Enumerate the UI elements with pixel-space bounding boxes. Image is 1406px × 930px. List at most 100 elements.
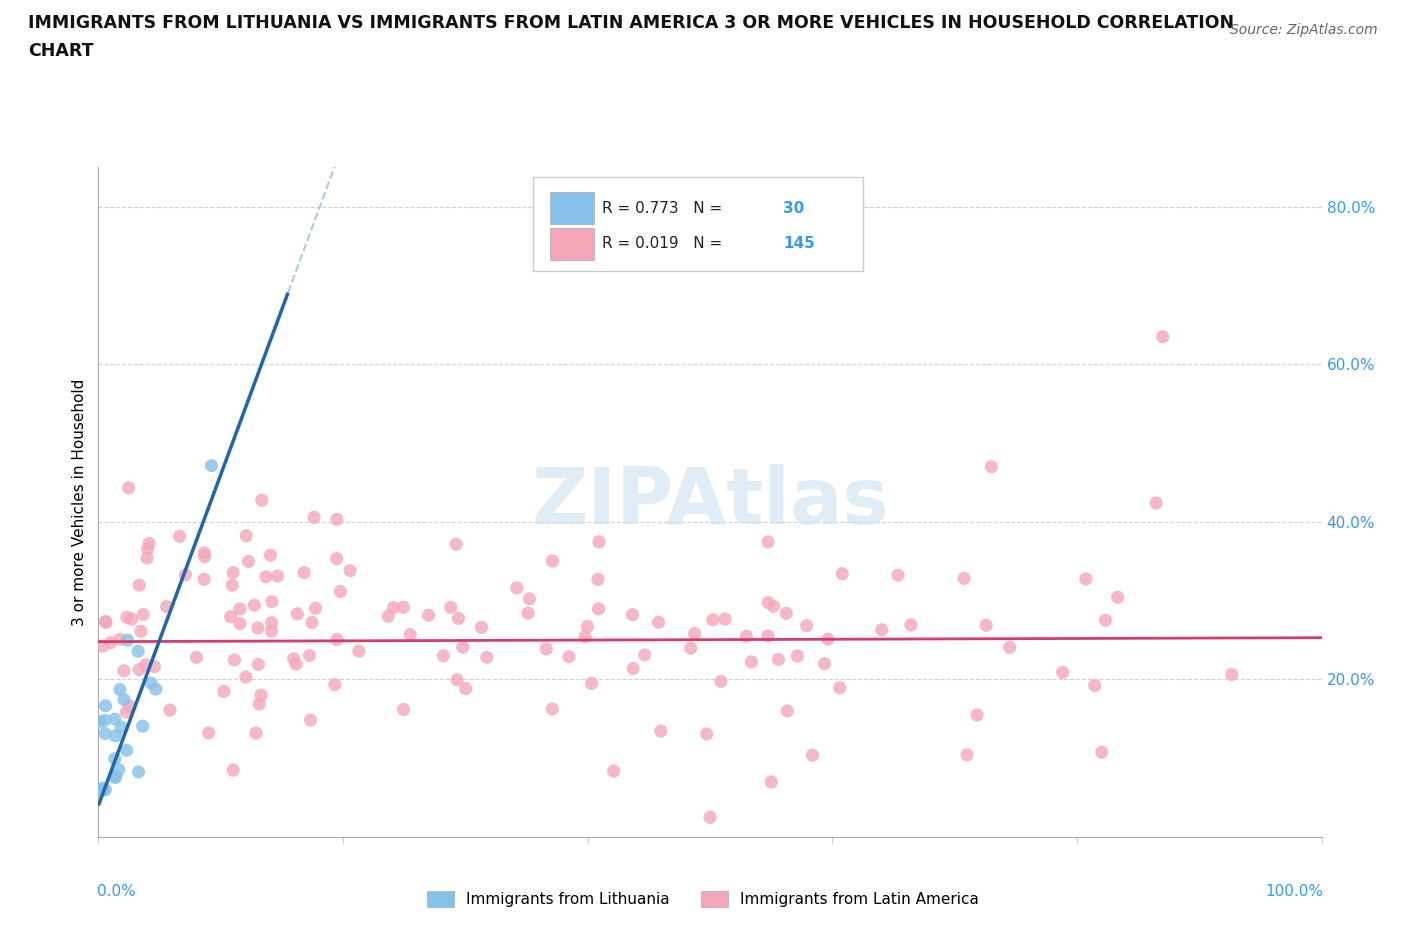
Point bbox=[115, 743, 138, 758]
Point bbox=[470, 620, 492, 635]
Point bbox=[121, 612, 143, 627]
Point bbox=[702, 612, 724, 627]
Point bbox=[679, 641, 702, 656]
Point bbox=[966, 708, 988, 723]
Point bbox=[115, 610, 138, 625]
Point bbox=[194, 550, 217, 565]
Point bbox=[115, 705, 138, 720]
Point bbox=[768, 652, 790, 667]
Point bbox=[238, 554, 260, 569]
Point bbox=[89, 714, 111, 729]
Point bbox=[94, 726, 117, 741]
Point bbox=[229, 602, 252, 617]
Point bbox=[299, 712, 322, 727]
Text: R = 0.773   N =: R = 0.773 N = bbox=[602, 201, 727, 216]
Point bbox=[506, 580, 529, 595]
Point bbox=[245, 725, 267, 740]
Point bbox=[392, 600, 415, 615]
Point bbox=[683, 626, 706, 641]
Point bbox=[432, 648, 454, 663]
Point bbox=[186, 650, 208, 665]
Point bbox=[828, 680, 851, 695]
Point bbox=[91, 780, 114, 795]
Point bbox=[735, 629, 758, 644]
Point bbox=[243, 598, 266, 613]
Point bbox=[89, 782, 111, 797]
Point bbox=[574, 630, 596, 644]
Point bbox=[100, 635, 122, 650]
Point bbox=[980, 459, 1002, 474]
Point bbox=[775, 605, 797, 620]
Point bbox=[558, 649, 581, 664]
Point bbox=[131, 719, 153, 734]
Point bbox=[259, 548, 281, 563]
Point bbox=[235, 670, 257, 684]
Point bbox=[440, 600, 463, 615]
Point bbox=[761, 775, 783, 790]
Point bbox=[1107, 590, 1129, 604]
Point bbox=[89, 782, 111, 797]
Text: 30: 30 bbox=[783, 201, 804, 216]
Point bbox=[159, 703, 181, 718]
Point bbox=[246, 620, 269, 635]
Point bbox=[517, 605, 540, 620]
Point bbox=[339, 564, 361, 578]
Point bbox=[1074, 572, 1097, 587]
Point bbox=[900, 618, 922, 632]
Point bbox=[756, 629, 779, 644]
Point bbox=[107, 763, 129, 777]
Point bbox=[446, 672, 468, 687]
Point bbox=[576, 619, 599, 634]
Point bbox=[451, 640, 474, 655]
Point bbox=[304, 601, 326, 616]
Text: 100.0%: 100.0% bbox=[1265, 884, 1323, 899]
Point bbox=[174, 567, 197, 582]
Point bbox=[762, 599, 785, 614]
Point bbox=[128, 764, 150, 779]
Point bbox=[740, 655, 762, 670]
Point bbox=[454, 681, 477, 696]
Point bbox=[193, 572, 215, 587]
Point bbox=[260, 623, 283, 638]
Point bbox=[776, 703, 799, 718]
Point bbox=[145, 682, 167, 697]
Point bbox=[323, 677, 346, 692]
Point bbox=[132, 607, 155, 622]
Point bbox=[817, 631, 839, 646]
Point bbox=[621, 661, 644, 676]
Point bbox=[94, 782, 117, 797]
Point bbox=[221, 578, 243, 592]
Point bbox=[475, 650, 498, 665]
Point bbox=[302, 510, 325, 525]
Point bbox=[714, 612, 737, 627]
Point bbox=[254, 569, 277, 584]
Point bbox=[1052, 665, 1074, 680]
Point bbox=[128, 662, 150, 677]
Point bbox=[292, 565, 315, 580]
Point bbox=[285, 657, 308, 671]
Point bbox=[89, 782, 111, 797]
Point bbox=[1144, 496, 1167, 511]
Point bbox=[169, 529, 191, 544]
Point bbox=[541, 701, 564, 716]
Point bbox=[260, 616, 283, 631]
Point bbox=[139, 676, 162, 691]
Point bbox=[301, 615, 323, 630]
Text: 145: 145 bbox=[783, 236, 815, 251]
Point bbox=[222, 565, 245, 580]
Point bbox=[633, 647, 655, 662]
Point bbox=[200, 458, 222, 473]
Text: ZIPAtlas: ZIPAtlas bbox=[531, 464, 889, 540]
Point bbox=[519, 591, 541, 606]
Point bbox=[647, 615, 669, 630]
Point bbox=[118, 481, 141, 496]
Point bbox=[588, 535, 610, 550]
Point bbox=[813, 657, 835, 671]
Point bbox=[90, 782, 112, 797]
Point bbox=[786, 648, 808, 663]
Point bbox=[588, 602, 610, 617]
Point bbox=[193, 545, 215, 560]
Point bbox=[127, 644, 149, 658]
Point bbox=[104, 728, 127, 743]
Point bbox=[219, 609, 242, 624]
